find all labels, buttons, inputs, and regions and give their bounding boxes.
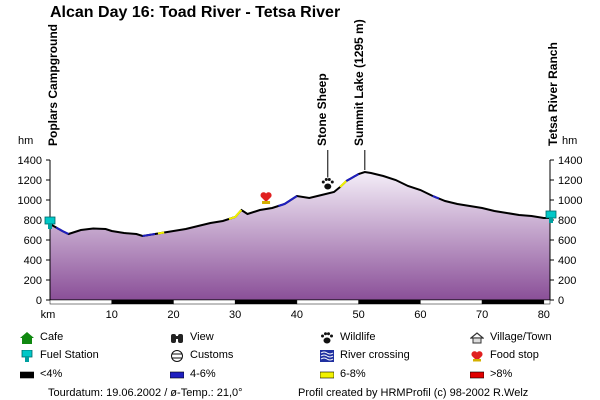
waypoint-label: Stone Sheep xyxy=(315,73,329,146)
km-band-segment xyxy=(173,299,236,305)
y-tick-label-right: 200 xyxy=(558,275,576,287)
elevation-chart: 0 0 200 200 400 400 600 600 800 800 1000 1000 1200 12… xyxy=(18,19,583,321)
km-band-segment xyxy=(358,299,421,305)
km-band-segment xyxy=(111,299,174,305)
binoculars-icon xyxy=(171,334,183,343)
river-icon xyxy=(320,350,334,362)
customs-icon xyxy=(171,350,183,362)
grade-6-8-swatch xyxy=(320,371,334,379)
paw-toe xyxy=(324,178,328,181)
y-tick-label-right: 0 xyxy=(558,295,564,307)
waypoint-label: Tetsa River Ranch xyxy=(546,42,560,146)
x-axis-label: km xyxy=(41,309,56,321)
grade-4-6-swatch xyxy=(170,371,184,379)
km-band-segment xyxy=(420,299,483,305)
grade-segment xyxy=(345,173,360,182)
x-tick-label: 60 xyxy=(414,309,426,321)
y-tick-label: 600 xyxy=(24,235,42,247)
house-icon xyxy=(470,332,484,344)
km-band-segment xyxy=(543,299,551,305)
x-tick-label: 50 xyxy=(353,309,365,321)
y-tick-label-right: 1000 xyxy=(558,195,582,207)
legend: Cafe View Wildlife Village/Town Fue xyxy=(0,326,600,386)
x-tick-label: 10 xyxy=(106,309,118,321)
grade-segment xyxy=(55,226,69,235)
x-tick-label: 80 xyxy=(538,309,550,321)
paw-toe xyxy=(330,180,334,184)
fuel-station-marker xyxy=(44,216,56,229)
y-tick-label: 800 xyxy=(24,215,42,227)
y-tick-label: 1400 xyxy=(18,155,42,167)
profile-credit: Profil created by HRMProfil (c) 98-2002 … xyxy=(298,387,529,399)
y-tick-label: 1200 xyxy=(18,175,42,187)
legend-label: Village/Town xyxy=(490,331,552,343)
paw-toe xyxy=(321,180,325,184)
elevation-area xyxy=(50,172,550,300)
grade-segment xyxy=(142,233,156,237)
legend-label: 4-6% xyxy=(190,368,216,380)
legend-label: <4% xyxy=(40,368,63,380)
paw-icon xyxy=(321,332,333,344)
fuel-station-marker xyxy=(545,210,557,223)
y-tick-label-right: 600 xyxy=(558,235,576,247)
y-tick-label-right: 1400 xyxy=(558,155,582,167)
waypoint-label: Summit Lake (1295 m) xyxy=(352,19,366,146)
x-tick-label: 30 xyxy=(229,309,241,321)
y-tick-label: 1000 xyxy=(18,195,42,207)
km-band-segment xyxy=(234,299,298,305)
y-tick-label: 0 xyxy=(36,295,42,307)
legend-label: Wildlife xyxy=(340,331,376,343)
grade-segment xyxy=(339,180,348,188)
grade-segment xyxy=(432,195,440,200)
legend-label: 6-8% xyxy=(340,368,366,380)
waypoint-label: Poplars Campground xyxy=(46,24,60,146)
grade-segment xyxy=(228,209,243,220)
legend-label: View xyxy=(190,331,214,343)
legend-label: Fuel Station xyxy=(40,349,99,361)
fuel-marker-stem xyxy=(549,218,553,223)
fuel-marker-body xyxy=(44,216,56,225)
km-band-segment xyxy=(481,299,545,305)
y-tick-label: 400 xyxy=(24,255,42,267)
y-tick-label-right: 1200 xyxy=(558,175,582,187)
km-band-segment xyxy=(49,299,112,305)
wildlife-marker xyxy=(321,178,334,190)
food-stop-heart xyxy=(260,192,272,202)
paw-toe xyxy=(327,178,331,181)
legend-label: Food stop xyxy=(490,349,539,361)
fuel-icon xyxy=(21,350,33,362)
legend-label: Cafe xyxy=(40,331,64,343)
y-axis-label: hm xyxy=(18,135,33,147)
grade-segment xyxy=(278,195,298,207)
grade-lt4-swatch xyxy=(20,371,34,379)
tour-date: Tourdatum: 19.06.2002 / ø-Temp.: 21,0° xyxy=(48,387,243,399)
paw-pad xyxy=(324,183,332,190)
y-tick-label: 200 xyxy=(24,275,42,287)
y-tick-label-right: 400 xyxy=(558,255,576,267)
grade-segment xyxy=(157,231,165,235)
food-stop-marker xyxy=(260,192,272,204)
chart-title: Alcan Day 16: Toad River - Tetsa River xyxy=(50,4,341,21)
fuel-marker-stem xyxy=(48,224,52,229)
legend-label: Customs xyxy=(190,349,234,361)
food-stop-icon xyxy=(471,351,483,362)
km-band-segment xyxy=(296,299,359,305)
x-tick-label: 40 xyxy=(291,309,303,321)
y-tick-label-right: 800 xyxy=(558,215,576,227)
grade-gt8-swatch xyxy=(470,371,484,379)
x-tick-label: 20 xyxy=(167,309,179,321)
y-axis-label-right: hm xyxy=(562,135,577,147)
legend-label: >8% xyxy=(490,368,513,380)
food-stop-plate xyxy=(262,201,271,204)
fuel-marker-body xyxy=(545,210,557,219)
legend-label: River crossing xyxy=(340,349,410,361)
cafe-icon xyxy=(20,332,34,344)
x-tick-label: 70 xyxy=(476,309,488,321)
